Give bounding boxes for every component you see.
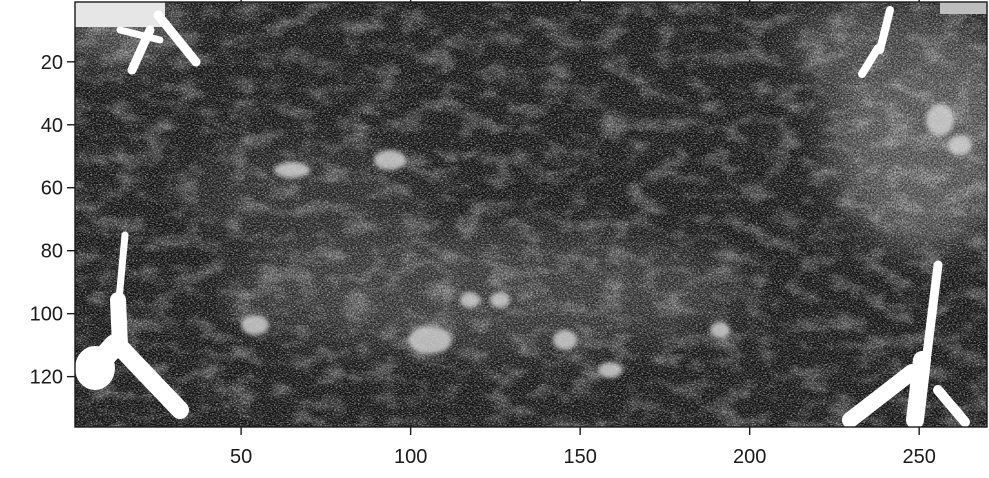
x-tick-label-200: 200 <box>733 446 766 468</box>
y-tick-label-80: 80 <box>41 241 63 263</box>
y-tick-label-20: 20 <box>41 52 63 74</box>
x-tick-label-150: 150 <box>563 446 596 468</box>
heatmap-image <box>75 2 987 427</box>
x-tick-label-250: 250 <box>903 446 936 468</box>
image-dark-speckle <box>75 2 987 427</box>
axes-frame <box>74 1 988 428</box>
y-tick-label-120: 120 <box>30 367 63 389</box>
axes: 50 100 150 200 250 20 40 60 80 100 120 <box>30 0 988 468</box>
x-tick-label-50: 50 <box>230 446 252 468</box>
y-tick-label-100: 100 <box>30 304 63 326</box>
y-tick-label-40: 40 <box>41 115 63 137</box>
image-bright-blobs <box>241 104 972 378</box>
x-tick-label-100: 100 <box>394 446 427 468</box>
y-tick-label-60: 60 <box>41 178 63 200</box>
image-corner-structures <box>75 2 987 427</box>
